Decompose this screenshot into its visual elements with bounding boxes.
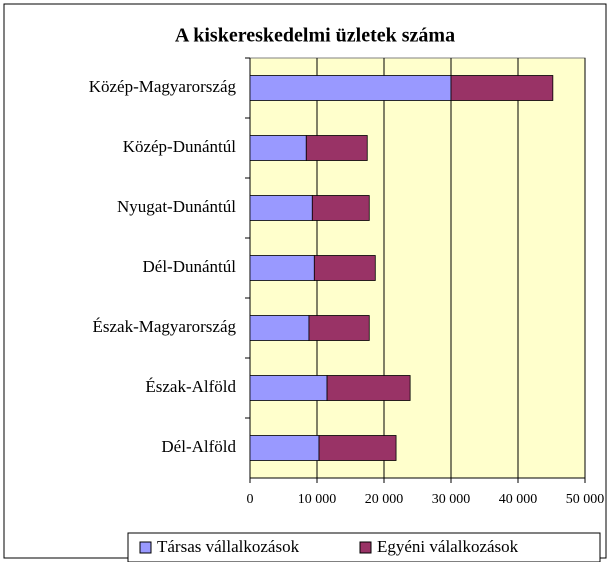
x-tick-label: 10 000 bbox=[298, 492, 337, 507]
bar bbox=[305, 135, 368, 161]
y-tick-label: Közép-Dunántúl bbox=[123, 137, 237, 156]
bar bbox=[249, 255, 315, 281]
bar bbox=[249, 375, 328, 401]
legend-label: Társas vállalkozások bbox=[157, 537, 300, 556]
y-tick-label: Dél-Alföld bbox=[161, 437, 236, 456]
y-tick-label: Közép-Magyarország bbox=[89, 77, 237, 96]
bar bbox=[249, 135, 307, 161]
bar bbox=[450, 75, 554, 101]
y-tick-label: Észak-Alföld bbox=[145, 377, 236, 396]
legend-swatch bbox=[359, 541, 372, 554]
y-tick-label: Észak-Magyarország bbox=[93, 317, 237, 336]
bar bbox=[249, 435, 320, 461]
x-tick-label: 50 000 bbox=[566, 492, 605, 507]
chart-title: A kiskereskedelmi üzletek száma bbox=[175, 25, 455, 47]
legend-label: Egyéni válalkozások bbox=[377, 537, 519, 556]
bar bbox=[313, 255, 376, 281]
x-tick-label: 0 bbox=[247, 492, 254, 507]
y-tick-label: Nyugat-Dunántúl bbox=[117, 197, 236, 216]
bar bbox=[326, 375, 411, 401]
bar bbox=[249, 315, 310, 341]
bar bbox=[311, 195, 370, 221]
legend-swatch bbox=[139, 541, 152, 554]
x-tick-label: 20 000 bbox=[365, 492, 404, 507]
y-tick-label: Dél-Dunántúl bbox=[143, 257, 237, 276]
bar bbox=[308, 315, 370, 341]
bar bbox=[249, 195, 313, 221]
x-tick-label: 30 000 bbox=[432, 492, 471, 507]
bar bbox=[249, 75, 452, 101]
bar bbox=[318, 435, 397, 461]
x-tick-label: 40 000 bbox=[499, 492, 538, 507]
